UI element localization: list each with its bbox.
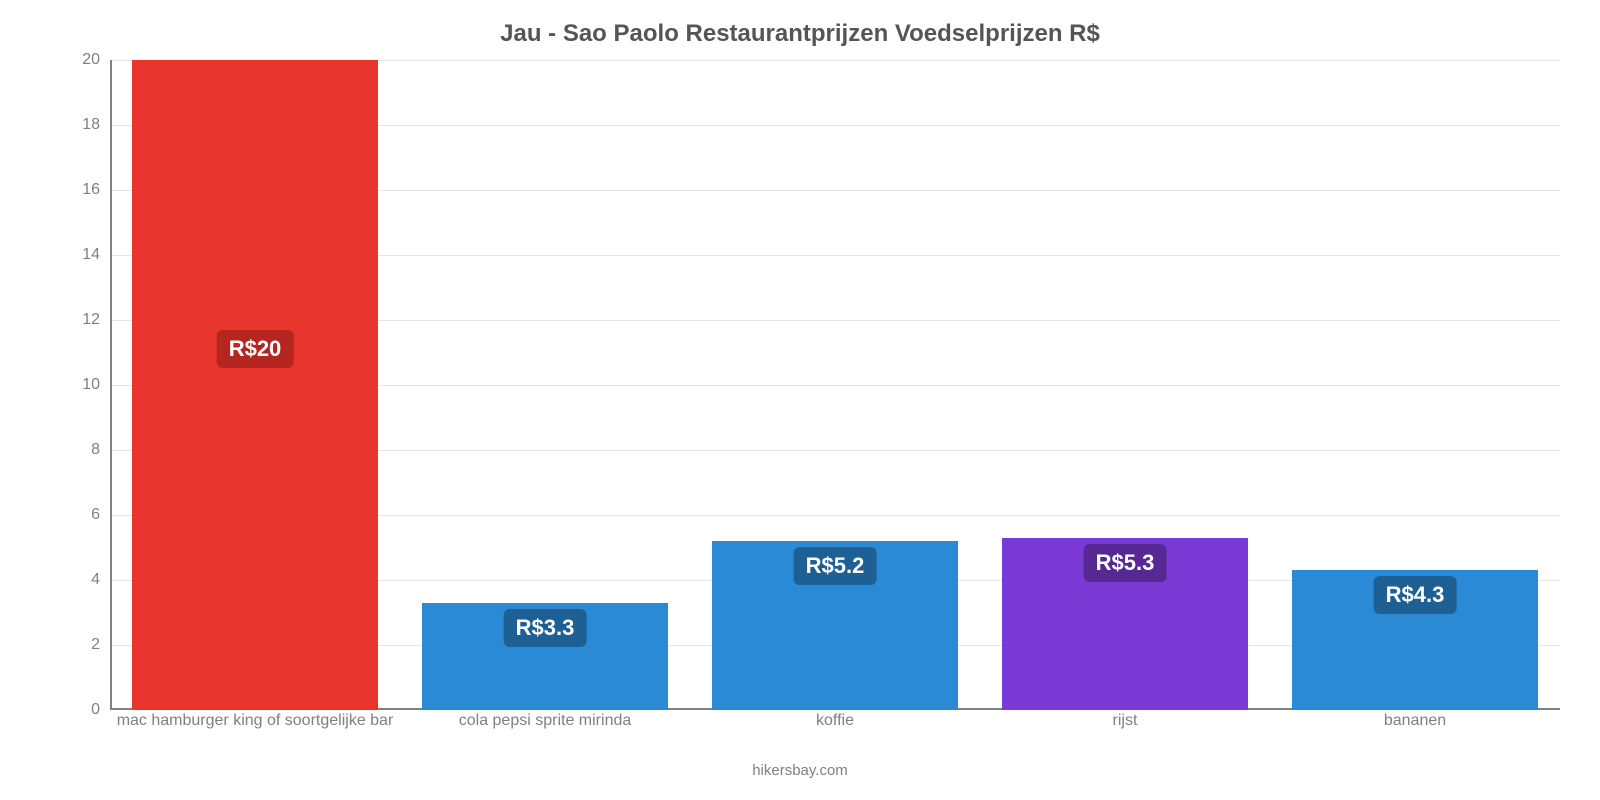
y-tick-label: 6 (91, 506, 110, 524)
y-tick-label: 20 (82, 51, 110, 69)
y-tick-label: 4 (91, 571, 110, 589)
bar-slot: R$5.3 (980, 60, 1270, 710)
value-badge: R$4.3 (1374, 576, 1457, 614)
bar: R$5.3 (1002, 538, 1249, 710)
y-tick-label: 0 (91, 701, 110, 719)
value-badge: R$5.3 (1084, 544, 1167, 582)
y-tick-label: 14 (82, 246, 110, 264)
x-tick-label: bananen (1270, 712, 1560, 730)
bar-slot: R$4.3 (1270, 60, 1560, 710)
bar: R$5.2 (712, 541, 959, 710)
x-axis-labels: mac hamburger king of soortgelijke barco… (110, 712, 1560, 730)
bar-slot: R$3.3 (400, 60, 690, 710)
value-badge: R$20 (217, 330, 294, 368)
x-tick-label: mac hamburger king of soortgelijke bar (110, 712, 400, 730)
bar-slot: R$5.2 (690, 60, 980, 710)
value-badge: R$3.3 (504, 609, 587, 647)
chart-title: Jau - Sao Paolo Restaurantprijzen Voedse… (0, 20, 1600, 48)
bar: R$3.3 (422, 603, 669, 710)
y-tick-label: 16 (82, 181, 110, 199)
y-tick-label: 2 (91, 636, 110, 654)
bar: R$20 (132, 60, 379, 710)
attribution-text: hikersbay.com (0, 762, 1600, 779)
y-tick-label: 8 (91, 441, 110, 459)
bar: R$4.3 (1292, 570, 1539, 710)
value-badge: R$5.2 (794, 547, 877, 585)
x-tick-label: koffie (690, 712, 980, 730)
y-tick-label: 10 (82, 376, 110, 394)
plot-area: 02468101214161820 R$20R$3.3R$5.2R$5.3R$4… (110, 60, 1560, 710)
y-tick-label: 18 (82, 116, 110, 134)
chart-container: Jau - Sao Paolo Restaurantprijzen Voedse… (0, 0, 1600, 800)
bars-group: R$20 R$3.3 R$5.2 R$5.3 R$4.3 (110, 60, 1560, 710)
x-tick-label: cola pepsi sprite mirinda (400, 712, 690, 730)
x-tick-label: rijst (980, 712, 1270, 730)
y-tick-label: 12 (82, 311, 110, 329)
bar-slot: R$20 (110, 60, 400, 710)
